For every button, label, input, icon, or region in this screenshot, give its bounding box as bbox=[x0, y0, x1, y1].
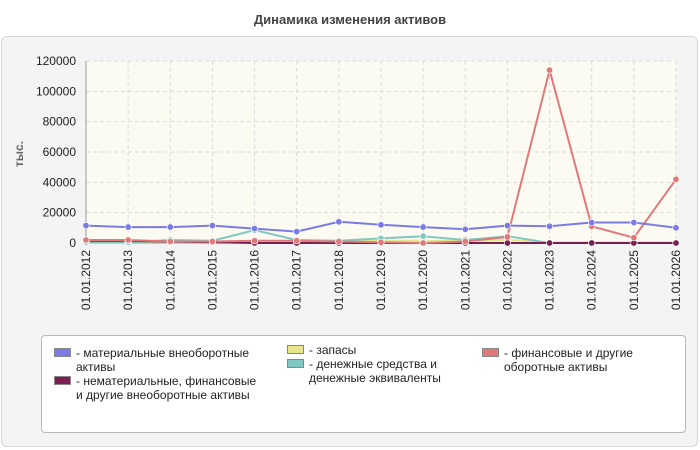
x-tick-label: 01.01.2012 bbox=[79, 250, 93, 310]
data-point-0[interactable] bbox=[293, 228, 301, 236]
data-point-4[interactable] bbox=[82, 236, 90, 244]
x-tick-label: 01.01.2025 bbox=[627, 250, 641, 310]
legend-label: - запасы bbox=[309, 343, 357, 357]
data-point-1[interactable] bbox=[546, 239, 554, 247]
legend-swatch bbox=[54, 348, 71, 357]
x-tick-label: 01.01.2018 bbox=[332, 250, 346, 310]
data-point-4[interactable] bbox=[124, 236, 132, 244]
x-tick-label: 01.01.2016 bbox=[248, 250, 262, 310]
data-point-4[interactable] bbox=[672, 175, 680, 183]
legend-label: - денежные средства и денежные эквивален… bbox=[309, 357, 441, 385]
data-point-1[interactable] bbox=[672, 239, 680, 247]
y-tick-label: 120000 bbox=[36, 54, 76, 68]
data-point-4[interactable] bbox=[166, 237, 174, 245]
data-point-4[interactable] bbox=[461, 237, 469, 245]
legend-item-series-4[interactable]: - финансовые и другие оборотные активы bbox=[482, 346, 677, 374]
data-point-0[interactable] bbox=[419, 223, 427, 231]
data-point-0[interactable] bbox=[461, 225, 469, 233]
data-point-0[interactable] bbox=[166, 223, 174, 231]
data-point-0[interactable] bbox=[82, 222, 90, 230]
legend-swatch bbox=[287, 345, 304, 354]
x-tick-label: 01.01.2020 bbox=[416, 250, 430, 310]
legend-swatch bbox=[287, 359, 304, 368]
chart-title: Динамика изменения активов bbox=[253, 12, 447, 27]
data-point-0[interactable] bbox=[672, 224, 680, 232]
x-tick-label: 01.01.2021 bbox=[458, 250, 472, 310]
data-point-1[interactable] bbox=[588, 239, 596, 247]
data-point-0[interactable] bbox=[251, 225, 259, 233]
x-tick-label: 01.01.2013 bbox=[121, 250, 135, 310]
legend-label: - нематериальные, финансовые и другие вн… bbox=[76, 374, 257, 402]
data-point-4[interactable] bbox=[503, 233, 511, 241]
data-point-4[interactable] bbox=[630, 234, 638, 242]
x-tick-label: 01.01.2026 bbox=[669, 250, 683, 310]
x-tick-label: 01.01.2023 bbox=[543, 250, 557, 310]
data-point-3[interactable] bbox=[419, 232, 427, 240]
y-tick-label: 40000 bbox=[43, 175, 77, 189]
y-tick-label: 0 bbox=[69, 236, 76, 250]
data-point-0[interactable] bbox=[588, 219, 596, 227]
data-point-0[interactable] bbox=[546, 222, 554, 230]
data-point-0[interactable] bbox=[124, 223, 132, 231]
legend: - материальные внеоборотные активы - нем… bbox=[41, 335, 686, 433]
data-point-0[interactable] bbox=[377, 221, 385, 229]
x-tick-label: 01.01.2017 bbox=[290, 250, 304, 310]
data-point-4[interactable] bbox=[377, 238, 385, 246]
data-point-1[interactable] bbox=[503, 239, 511, 247]
legend-item-series-2[interactable]: - запасы bbox=[287, 343, 472, 357]
legend-label: - материальные внеоборотные активы bbox=[76, 346, 249, 374]
legend-item-series-3[interactable]: - денежные средства и денежные эквивален… bbox=[287, 357, 472, 385]
legend-item-series-0[interactable]: - материальные внеоборотные активы bbox=[54, 346, 264, 374]
data-point-0[interactable] bbox=[503, 222, 511, 230]
data-point-4[interactable] bbox=[419, 239, 427, 247]
data-point-4[interactable] bbox=[335, 237, 343, 245]
legend-swatch bbox=[54, 376, 71, 385]
data-point-0[interactable] bbox=[630, 219, 638, 227]
y-tick-label: 100000 bbox=[36, 84, 76, 98]
data-point-0[interactable] bbox=[335, 218, 343, 226]
data-point-0[interactable] bbox=[208, 222, 216, 230]
data-point-4[interactable] bbox=[293, 237, 301, 245]
legend-swatch bbox=[482, 348, 499, 357]
legend-item-series-1[interactable]: - нематериальные, финансовые и другие вн… bbox=[54, 374, 264, 402]
x-tick-label: 01.01.2019 bbox=[374, 250, 388, 310]
x-tick-label: 01.01.2022 bbox=[500, 250, 514, 310]
x-tick-label: 01.01.2024 bbox=[585, 250, 599, 310]
data-point-4[interactable] bbox=[208, 237, 216, 245]
data-point-4[interactable] bbox=[251, 237, 259, 245]
legend-label: - финансовые и другие оборотные активы bbox=[504, 346, 633, 374]
data-point-4[interactable] bbox=[546, 66, 554, 74]
y-tick-label: 20000 bbox=[43, 206, 77, 220]
y-tick-label: 80000 bbox=[43, 115, 77, 129]
y-tick-label: 60000 bbox=[43, 145, 77, 159]
x-tick-label: 01.01.2015 bbox=[205, 250, 219, 310]
y-axis-label: тыс. bbox=[12, 141, 26, 167]
x-tick-label: 01.01.2014 bbox=[163, 250, 177, 310]
